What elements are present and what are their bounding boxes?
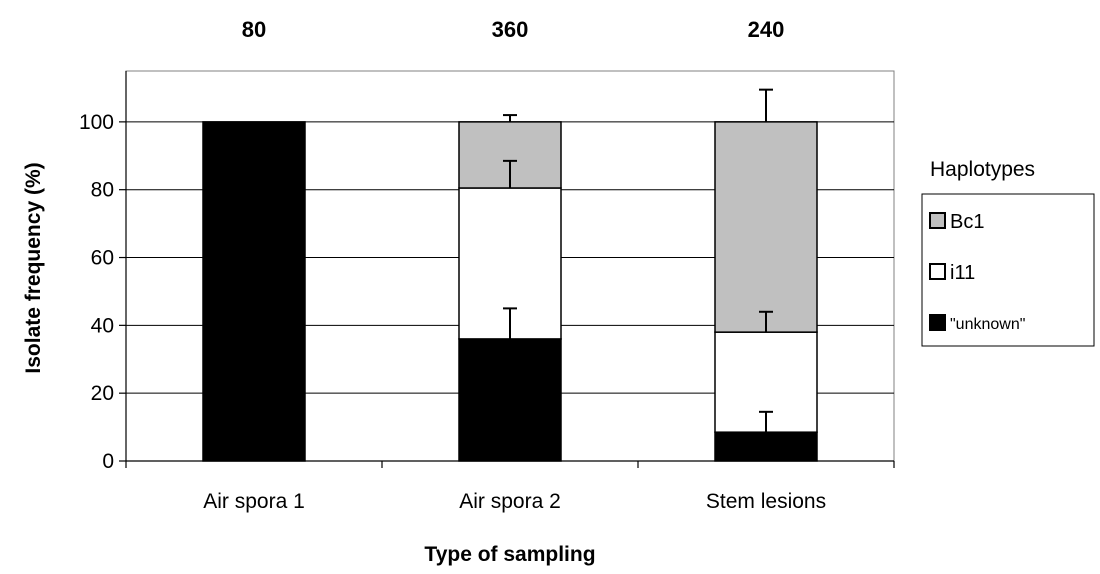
count-label: 80 (242, 17, 266, 42)
legend-label: "unknown" (950, 316, 1025, 333)
bar-segment (458, 338, 562, 462)
category-label: Air spora 2 (459, 490, 561, 513)
y-axis-title: Isolate frequency (%) (22, 162, 45, 373)
legend-swatch (929, 212, 946, 229)
legend-label: Bc1 (950, 211, 984, 233)
category-label: Air spora 1 (203, 490, 305, 513)
legend-label: i11 (950, 262, 975, 284)
legend-swatch (929, 314, 946, 331)
y-tick-label: 80 (91, 179, 114, 202)
legend: Haplotypes Bc1 i11 "unknown" (921, 158, 1095, 347)
legend-title: Haplotypes (930, 158, 1035, 181)
category-labels: Air spora 1 Air spora 2 Stem lesions (203, 490, 826, 513)
error-bars (503, 88, 773, 433)
category-label: Stem lesions (706, 490, 826, 513)
bars (202, 121, 818, 462)
y-tick-label: 100 (79, 111, 114, 134)
y-tick-label: 20 (91, 382, 114, 405)
x-axis-title: Type of sampling (424, 543, 595, 566)
sample-counts: 80 360 240 (242, 17, 785, 42)
y-tick-label: 40 (91, 314, 114, 337)
bar-segment (714, 121, 818, 333)
legend-swatch (929, 263, 946, 280)
y-ticks: 0 20 40 60 80 100 (79, 111, 126, 473)
bar-segment (202, 121, 306, 462)
count-label: 360 (492, 17, 529, 42)
legend-items: Bc1 i11 "unknown" (929, 211, 1025, 333)
legend-box (921, 193, 1095, 347)
count-label: 240 (748, 17, 785, 42)
bar-segment (714, 431, 818, 462)
y-tick-label: 0 (102, 450, 114, 473)
y-tick-label: 60 (91, 247, 114, 270)
x-ticks (125, 461, 895, 468)
